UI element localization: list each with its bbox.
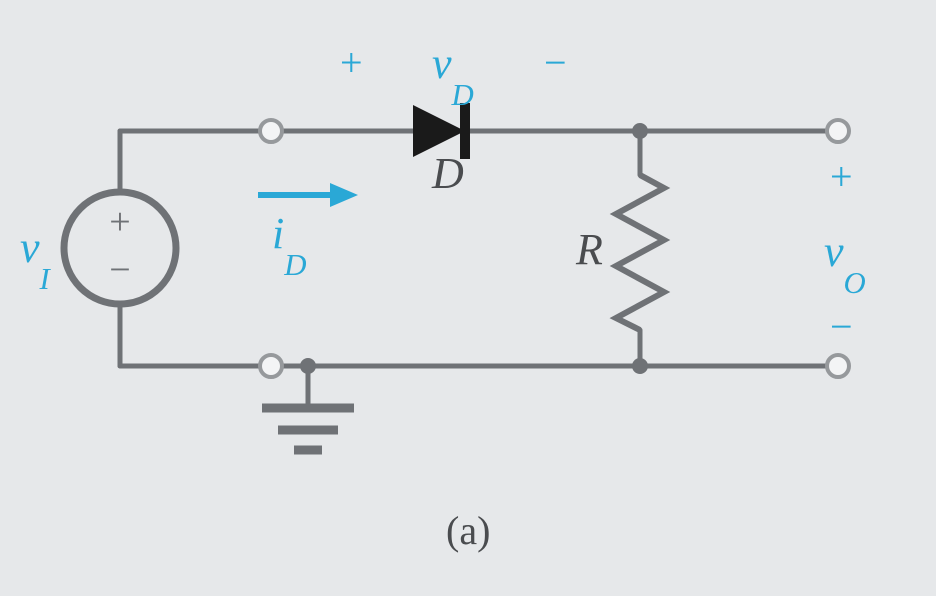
caption: (a) (446, 508, 490, 553)
arrow-head (330, 183, 358, 207)
voltage-source: + − (64, 192, 176, 304)
node-r-bot (632, 358, 648, 374)
terminal-bot-out (827, 355, 849, 377)
D-label: D (431, 149, 464, 198)
source-plus: + (109, 201, 130, 243)
rectifier-circuit-diagram: + − + vD − iD vI (0, 0, 936, 596)
vO-minus: − (830, 304, 853, 349)
vD-label: vD (432, 39, 474, 112)
terminal-top-in (260, 120, 282, 142)
R-label: R (575, 225, 603, 274)
vO-label: vO (824, 227, 866, 300)
resistor (616, 175, 664, 330)
wire-group (120, 131, 827, 404)
node-ground-junction (300, 358, 316, 374)
current-arrow-iD (258, 183, 358, 207)
vD-plus: + (340, 40, 363, 85)
source-minus: − (109, 249, 130, 291)
vI-label: vI (20, 223, 52, 296)
iD-label: iD (272, 209, 306, 282)
node-r-top (632, 123, 648, 139)
ground-symbol (262, 408, 354, 450)
vO-plus: + (830, 154, 853, 199)
terminal-top-out (827, 120, 849, 142)
vD-minus: − (544, 40, 567, 85)
terminal-bot-in (260, 355, 282, 377)
